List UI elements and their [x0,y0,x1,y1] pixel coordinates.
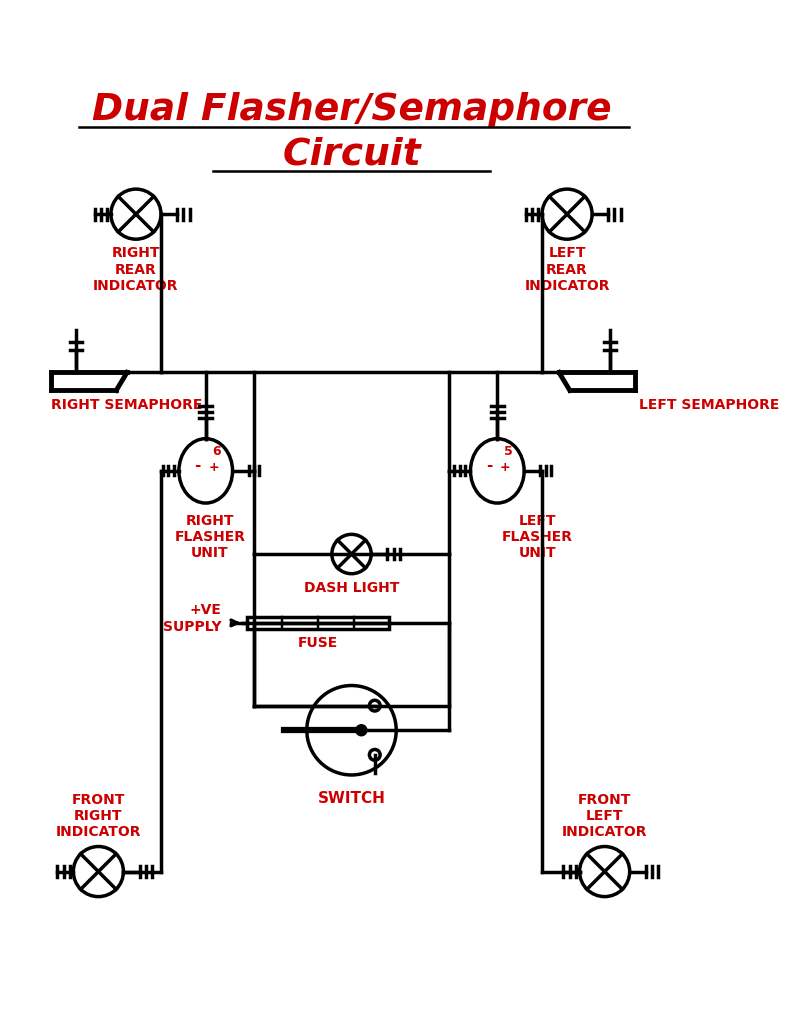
Text: +VE
SUPPLY: +VE SUPPLY [163,603,222,634]
Text: LEFT
FLASHER
UNIT: LEFT FLASHER UNIT [501,514,573,560]
Text: LEFT
REAR
INDICATOR: LEFT REAR INDICATOR [524,247,610,293]
Text: FRONT
RIGHT
INDICATOR: FRONT RIGHT INDICATOR [56,793,141,840]
Text: -: - [486,458,493,473]
Text: FRONT
LEFT
INDICATOR: FRONT LEFT INDICATOR [562,793,648,840]
Text: 5: 5 [504,444,512,458]
Text: RIGHT
FLASHER
UNIT: RIGHT FLASHER UNIT [174,514,245,560]
Text: RIGHT
REAR
INDICATOR: RIGHT REAR INDICATOR [94,247,178,293]
Text: RIGHT SEMAPHORE: RIGHT SEMAPHORE [51,397,202,412]
Text: +: + [208,461,219,474]
Text: LEFT SEMAPHORE: LEFT SEMAPHORE [639,397,779,412]
Text: +: + [500,461,511,474]
Bar [247,616,389,629]
Text: FUSE: FUSE [298,636,338,650]
Text: 6: 6 [212,444,221,458]
Text: Dual Flasher/Semaphore: Dual Flasher/Semaphore [92,91,612,128]
Text: DASH LIGHT: DASH LIGHT [304,581,399,595]
Text: Circuit: Circuit [282,136,421,172]
Text: -: - [194,458,201,473]
Text: SWITCH: SWITCH [318,792,385,806]
